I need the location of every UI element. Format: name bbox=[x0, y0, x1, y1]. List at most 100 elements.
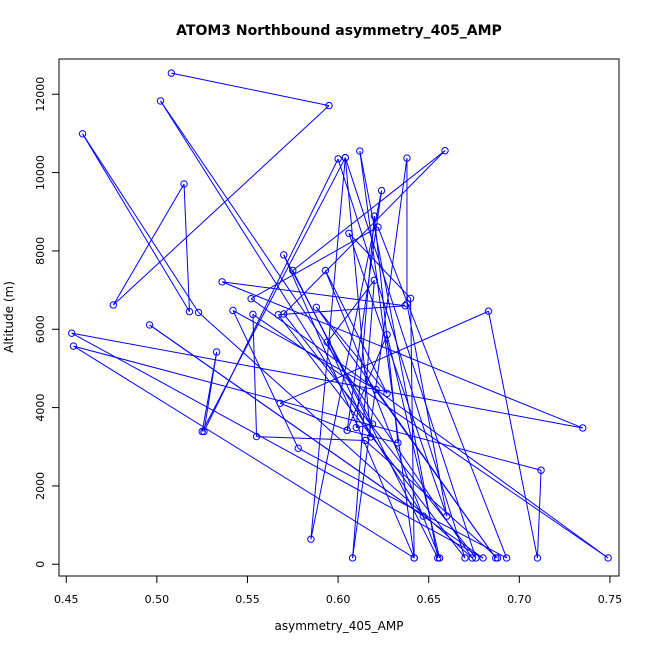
series-line-segment bbox=[337, 158, 466, 559]
series-layer bbox=[67, 69, 612, 562]
data-point bbox=[345, 229, 353, 237]
x-tick-label: 0.60 bbox=[326, 593, 351, 606]
data-point bbox=[372, 385, 380, 394]
data-point bbox=[435, 554, 444, 562]
series-line-segment bbox=[71, 332, 583, 429]
data-point bbox=[484, 307, 493, 315]
series-line-segment bbox=[201, 351, 218, 432]
series-line-segment bbox=[292, 150, 446, 271]
y-tick-label: 6000 bbox=[34, 315, 47, 343]
data-point bbox=[502, 554, 511, 562]
series-line-segment bbox=[326, 279, 375, 343]
data-point bbox=[109, 301, 118, 309]
data-point bbox=[323, 338, 331, 346]
data-point bbox=[280, 251, 288, 259]
y-tick-label: 8000 bbox=[34, 237, 47, 265]
data-point bbox=[249, 310, 257, 319]
series-line-segment bbox=[346, 190, 383, 431]
data-point bbox=[78, 130, 87, 138]
data-point bbox=[325, 101, 333, 110]
data-point bbox=[341, 154, 350, 162]
series-line-segment bbox=[344, 157, 477, 559]
data-point bbox=[368, 420, 377, 428]
series-line-segment bbox=[377, 226, 508, 559]
series-line-segment bbox=[73, 345, 415, 559]
series-line-segment bbox=[410, 298, 415, 558]
data-point bbox=[180, 180, 188, 188]
data-point bbox=[307, 535, 315, 543]
series-line-segment bbox=[279, 402, 348, 431]
data-point bbox=[579, 424, 587, 432]
series-line-segment bbox=[82, 133, 190, 312]
data-point bbox=[247, 295, 255, 303]
series-line-segment bbox=[149, 324, 484, 559]
y-tick-label: 2000 bbox=[34, 472, 47, 500]
series-line-segment bbox=[310, 157, 346, 540]
series-line-segment bbox=[355, 216, 375, 428]
data-point bbox=[537, 466, 545, 474]
data-point bbox=[334, 155, 342, 163]
data-point bbox=[374, 223, 382, 231]
data-point bbox=[352, 423, 360, 432]
series-line-segment bbox=[250, 226, 379, 300]
data-point bbox=[294, 444, 302, 453]
series-line-segment bbox=[283, 150, 446, 315]
data-point bbox=[533, 554, 542, 562]
series-line-segment bbox=[73, 345, 542, 471]
series-line-segment bbox=[310, 190, 383, 540]
series-line-segment bbox=[71, 332, 484, 559]
data-point bbox=[321, 266, 330, 275]
data-point bbox=[356, 147, 364, 155]
x-tick-label: 0.50 bbox=[145, 593, 170, 606]
series-line-segment bbox=[256, 436, 366, 441]
x-tick-label: 0.45 bbox=[54, 593, 79, 606]
series-line-segment bbox=[183, 183, 190, 312]
data-point bbox=[461, 554, 469, 562]
data-point bbox=[410, 554, 418, 562]
y-tick-label: 4000 bbox=[34, 394, 47, 422]
x-tick-label: 0.70 bbox=[507, 593, 532, 606]
data-point bbox=[218, 278, 226, 286]
data-point bbox=[401, 302, 409, 310]
series-line-segment bbox=[536, 470, 542, 559]
data-point bbox=[370, 276, 379, 284]
series-line-segment bbox=[252, 314, 258, 437]
x-axis: 0.45 0.50 0.55 0.60 0.65 0.70 0.75 bbox=[54, 575, 623, 606]
series-line-segment bbox=[347, 429, 399, 444]
series-line-segment bbox=[171, 72, 330, 107]
data-point bbox=[194, 308, 203, 317]
data-point bbox=[370, 212, 379, 220]
x-tick-label: 0.55 bbox=[235, 593, 260, 606]
data-point bbox=[198, 427, 206, 436]
data-point bbox=[343, 426, 351, 434]
data-point bbox=[419, 512, 427, 520]
data-point bbox=[229, 306, 237, 315]
series-line-segment bbox=[113, 105, 330, 306]
data-point bbox=[479, 554, 487, 562]
series-line-segment bbox=[201, 157, 346, 432]
data-point bbox=[274, 311, 282, 319]
data-point bbox=[403, 300, 411, 308]
data-point bbox=[348, 554, 357, 562]
series-line-segment bbox=[348, 233, 448, 517]
series-line-segment bbox=[359, 150, 415, 559]
data-point bbox=[276, 399, 284, 407]
data-point bbox=[367, 433, 375, 441]
data-point bbox=[67, 329, 76, 337]
y-tick-label: 0 bbox=[34, 561, 47, 568]
series-line-segment bbox=[324, 270, 388, 394]
x-tick-label: 0.75 bbox=[598, 593, 623, 606]
series-line-segment bbox=[352, 280, 375, 559]
series-line-segment bbox=[82, 133, 199, 313]
y-axis-label: Altitude (m) bbox=[2, 281, 16, 353]
plot-frame bbox=[58, 58, 620, 577]
data-point bbox=[312, 303, 321, 312]
data-point bbox=[167, 69, 176, 77]
data-point bbox=[212, 348, 221, 356]
x-axis-label: asymmetry_405_AMP bbox=[275, 619, 404, 633]
data-point bbox=[280, 310, 288, 318]
series-line-segment bbox=[386, 334, 441, 559]
data-point bbox=[468, 554, 476, 562]
